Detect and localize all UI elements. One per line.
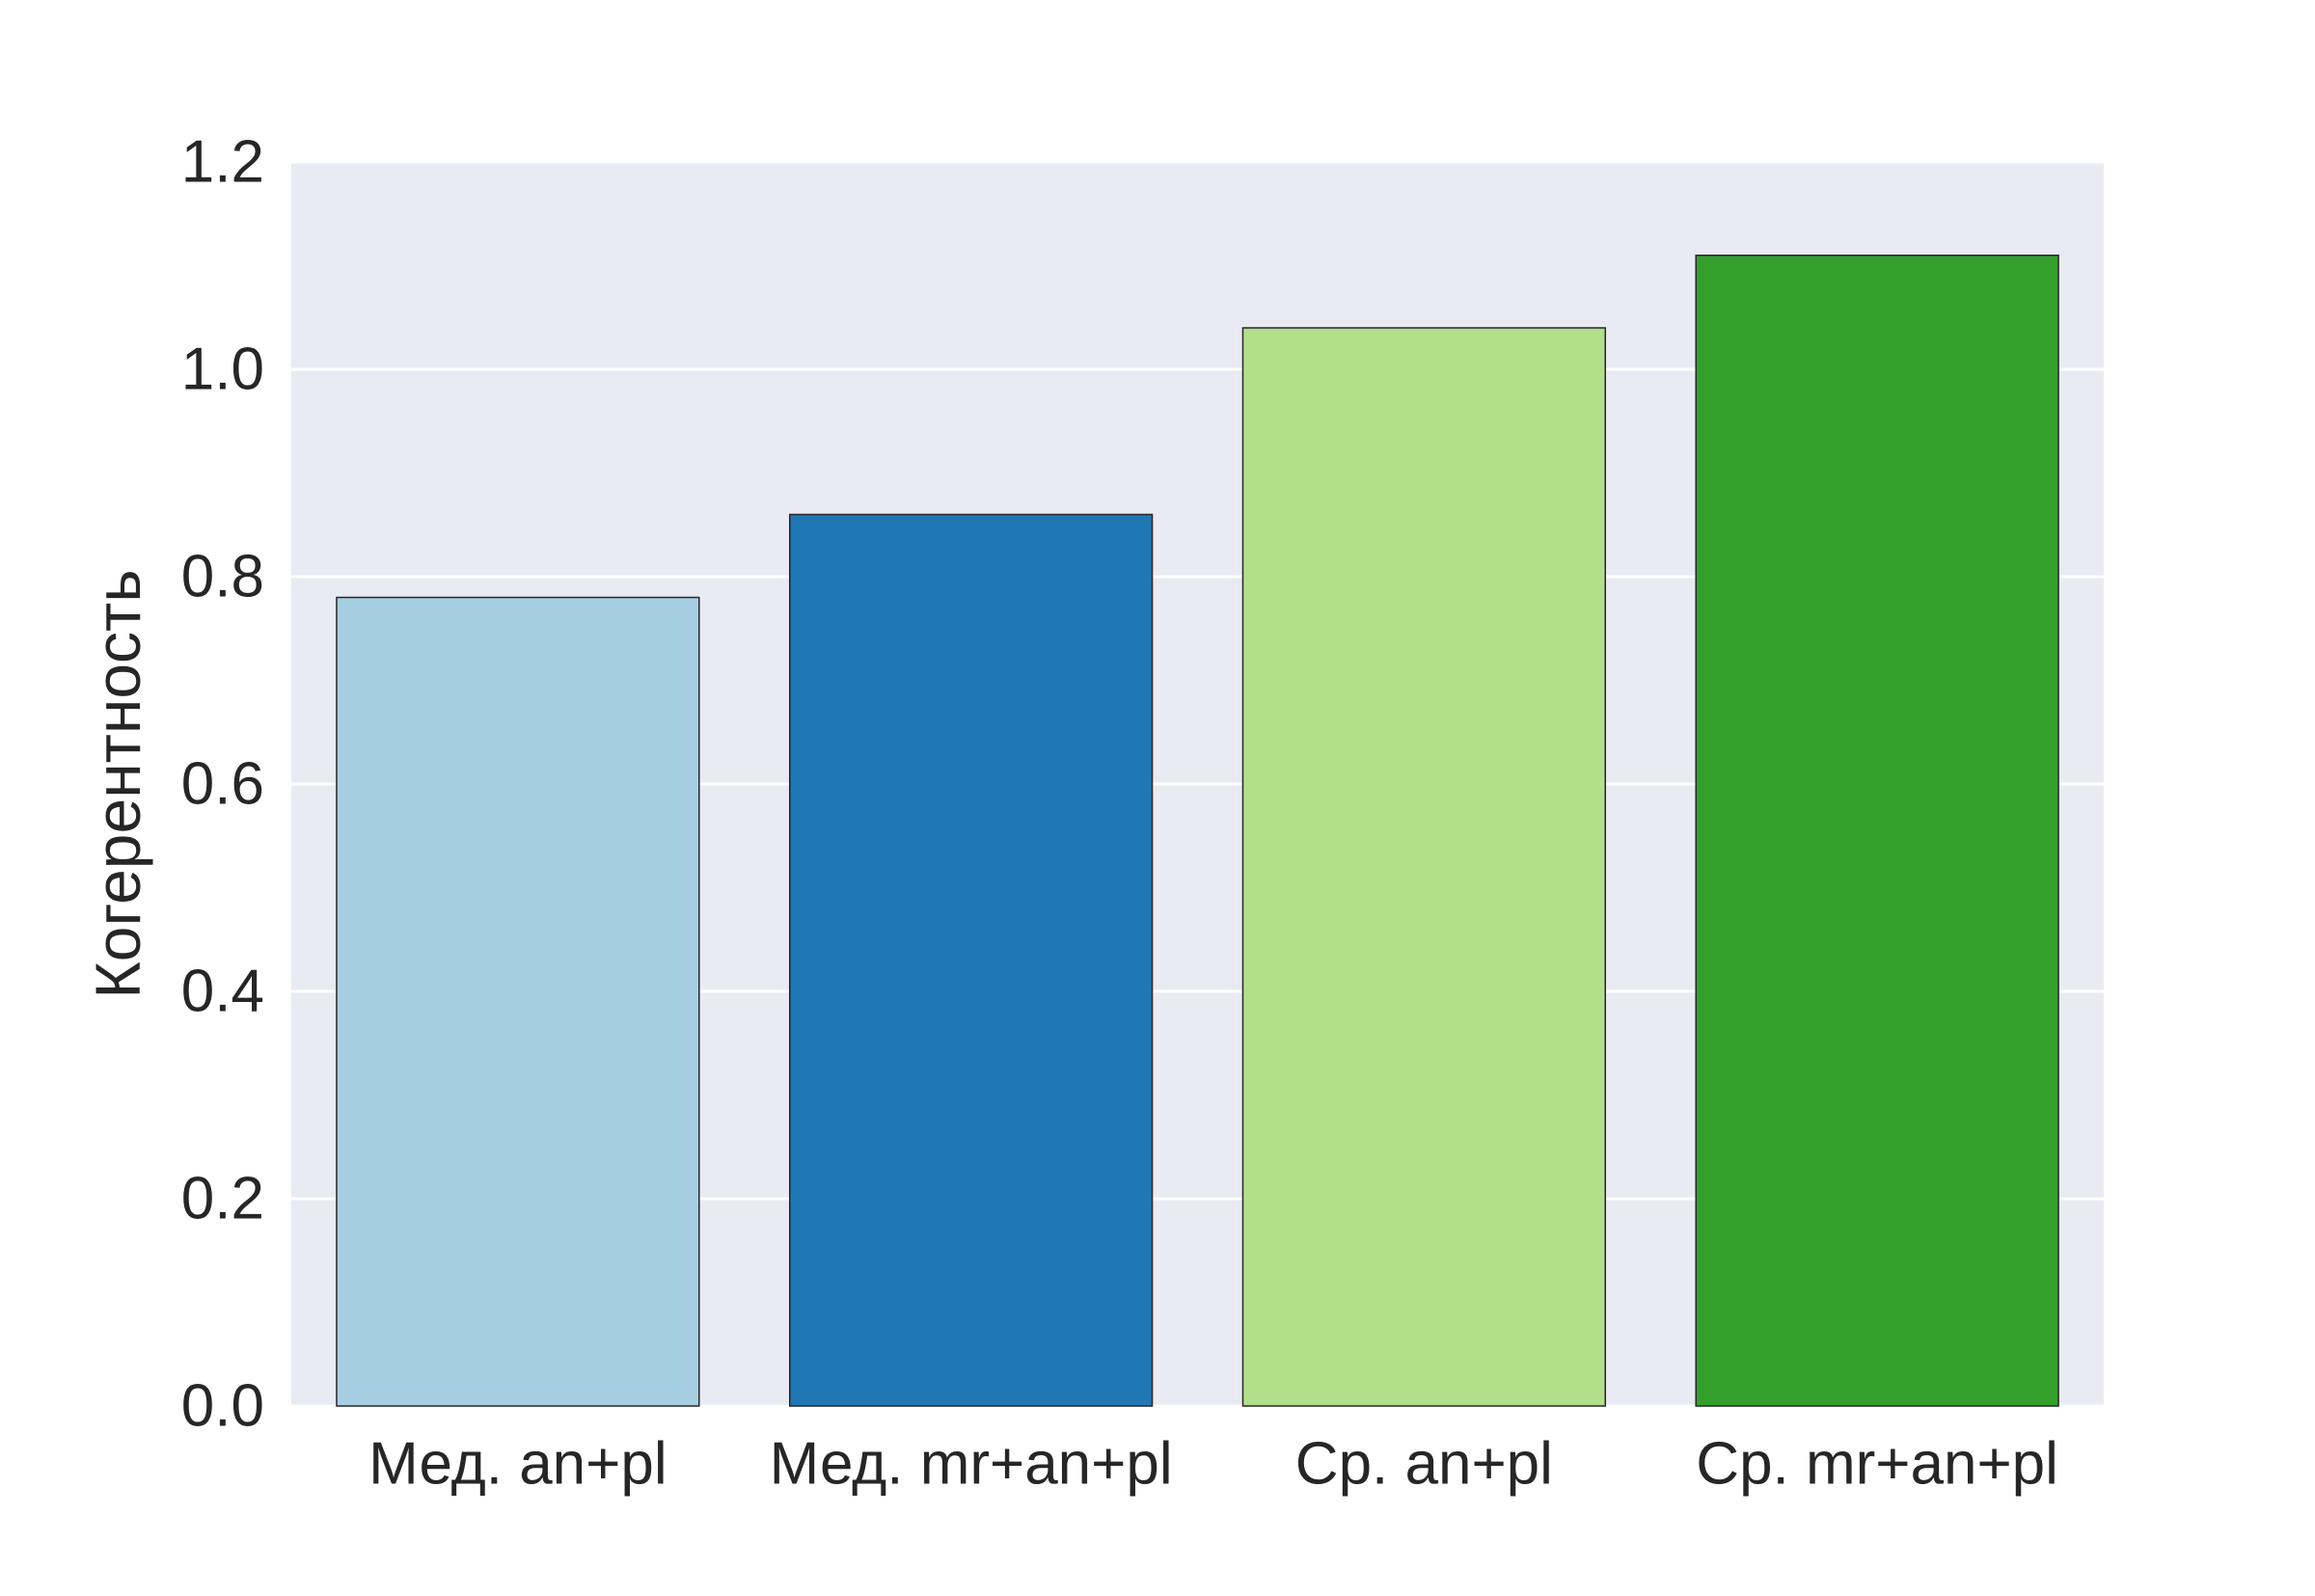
bars (336, 255, 2059, 1407)
y-tick-label: 0.8 (181, 544, 264, 610)
bar (1241, 327, 1607, 1407)
x-tick-labels: Мед. an+pl Мед. mr+an+pl Ср. an+pl Ср. mr+a… (368, 1431, 2058, 1498)
y-axis-title: Когерентность (82, 569, 153, 998)
y-tick-label: 0.4 (181, 959, 264, 1025)
bar (336, 596, 700, 1407)
y-tick-label: 0.6 (181, 751, 264, 818)
y-tick-label: 1.0 (181, 337, 264, 403)
x-tick-label: Мед. mr+an+pl (770, 1431, 1173, 1498)
x-tick-label: Ср. an+pl (1295, 1431, 1553, 1498)
x-tick-label: Мед. an+pl (368, 1431, 667, 1498)
y-tick-label: 0.2 (181, 1166, 264, 1232)
x-tick-label: Ср. mr+an+pl (1696, 1431, 2058, 1498)
bar (788, 513, 1154, 1407)
y-tick-labels: 0.0 0.2 0.4 0.6 0.8 1.0 1.2 (181, 129, 264, 1440)
bar (1695, 255, 2059, 1407)
y-tick-label: 1.2 (181, 129, 264, 196)
y-tick-label: 0.0 (181, 1373, 264, 1440)
